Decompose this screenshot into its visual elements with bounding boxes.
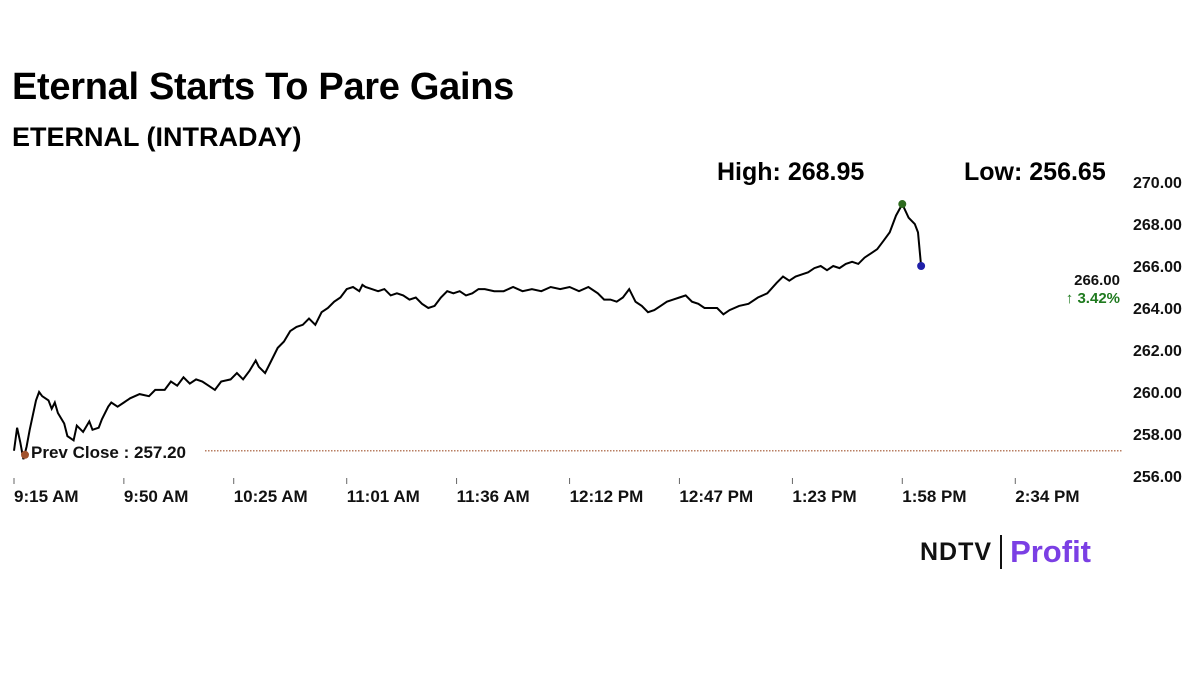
ndtv-profit-logo: NDTV Profit <box>920 532 1091 572</box>
x-tick-label: 1:23 PM <box>792 487 856 506</box>
last-price-marker <box>917 262 926 270</box>
x-tick-label: 10:25 AM <box>234 487 308 506</box>
high-marker <box>898 200 907 209</box>
last-price-label: 266.00 <box>1074 272 1120 289</box>
prev-close-marker <box>21 450 29 459</box>
y-tick-label: 264.00 <box>1133 301 1182 318</box>
chart-title: Eternal Starts To Pare Gains <box>12 66 514 108</box>
x-tick-label: 11:01 AM <box>347 487 420 506</box>
price-series-line <box>13 201 923 460</box>
x-axis: 9:15 AM 9:50 AM 10:25 AM 11:01 AM 11:36 AM 12… <box>13 478 1080 506</box>
y-tick-label: 270.00 <box>1133 175 1182 192</box>
y-tick-label: 256.00 <box>1133 469 1182 486</box>
logo-divider <box>1000 535 1003 569</box>
y-tick-label: 262.00 <box>1133 343 1182 360</box>
day-low-label: Low: 256.65 <box>964 158 1106 186</box>
y-tick-label: 266.00 <box>1133 259 1182 276</box>
y-tick-label: 258.00 <box>1133 427 1182 444</box>
y-tick-label: 260.00 <box>1133 385 1182 402</box>
y-tick-label: 268.00 <box>1133 217 1182 234</box>
day-high-label: High: 268.95 <box>717 158 865 186</box>
y-axis: 256.00 258.00 260.00 262.00 264.00 266.00 268.… <box>1133 175 1182 486</box>
x-tick-label: 12:12 PM <box>570 487 644 506</box>
x-tick-label: 12:47 PM <box>679 487 753 506</box>
x-tick-label: 9:50 AM <box>124 487 189 506</box>
x-tick-label: 9:15 AM <box>14 487 79 506</box>
chart-subtitle: ETERNAL (INTRADAY) <box>12 122 302 152</box>
change-percent-label: ↑ 3.42% <box>1066 290 1120 307</box>
prev-close-label: Prev Close : 257.20 <box>31 443 186 462</box>
logo-brand: NDTV <box>920 537 993 566</box>
x-tick-label: 1:58 PM <box>902 487 966 506</box>
x-tick-label: 2:34 PM <box>1015 487 1079 506</box>
x-tick-label: 11:36 AM <box>457 487 530 506</box>
logo-product: Profit <box>1010 534 1091 569</box>
